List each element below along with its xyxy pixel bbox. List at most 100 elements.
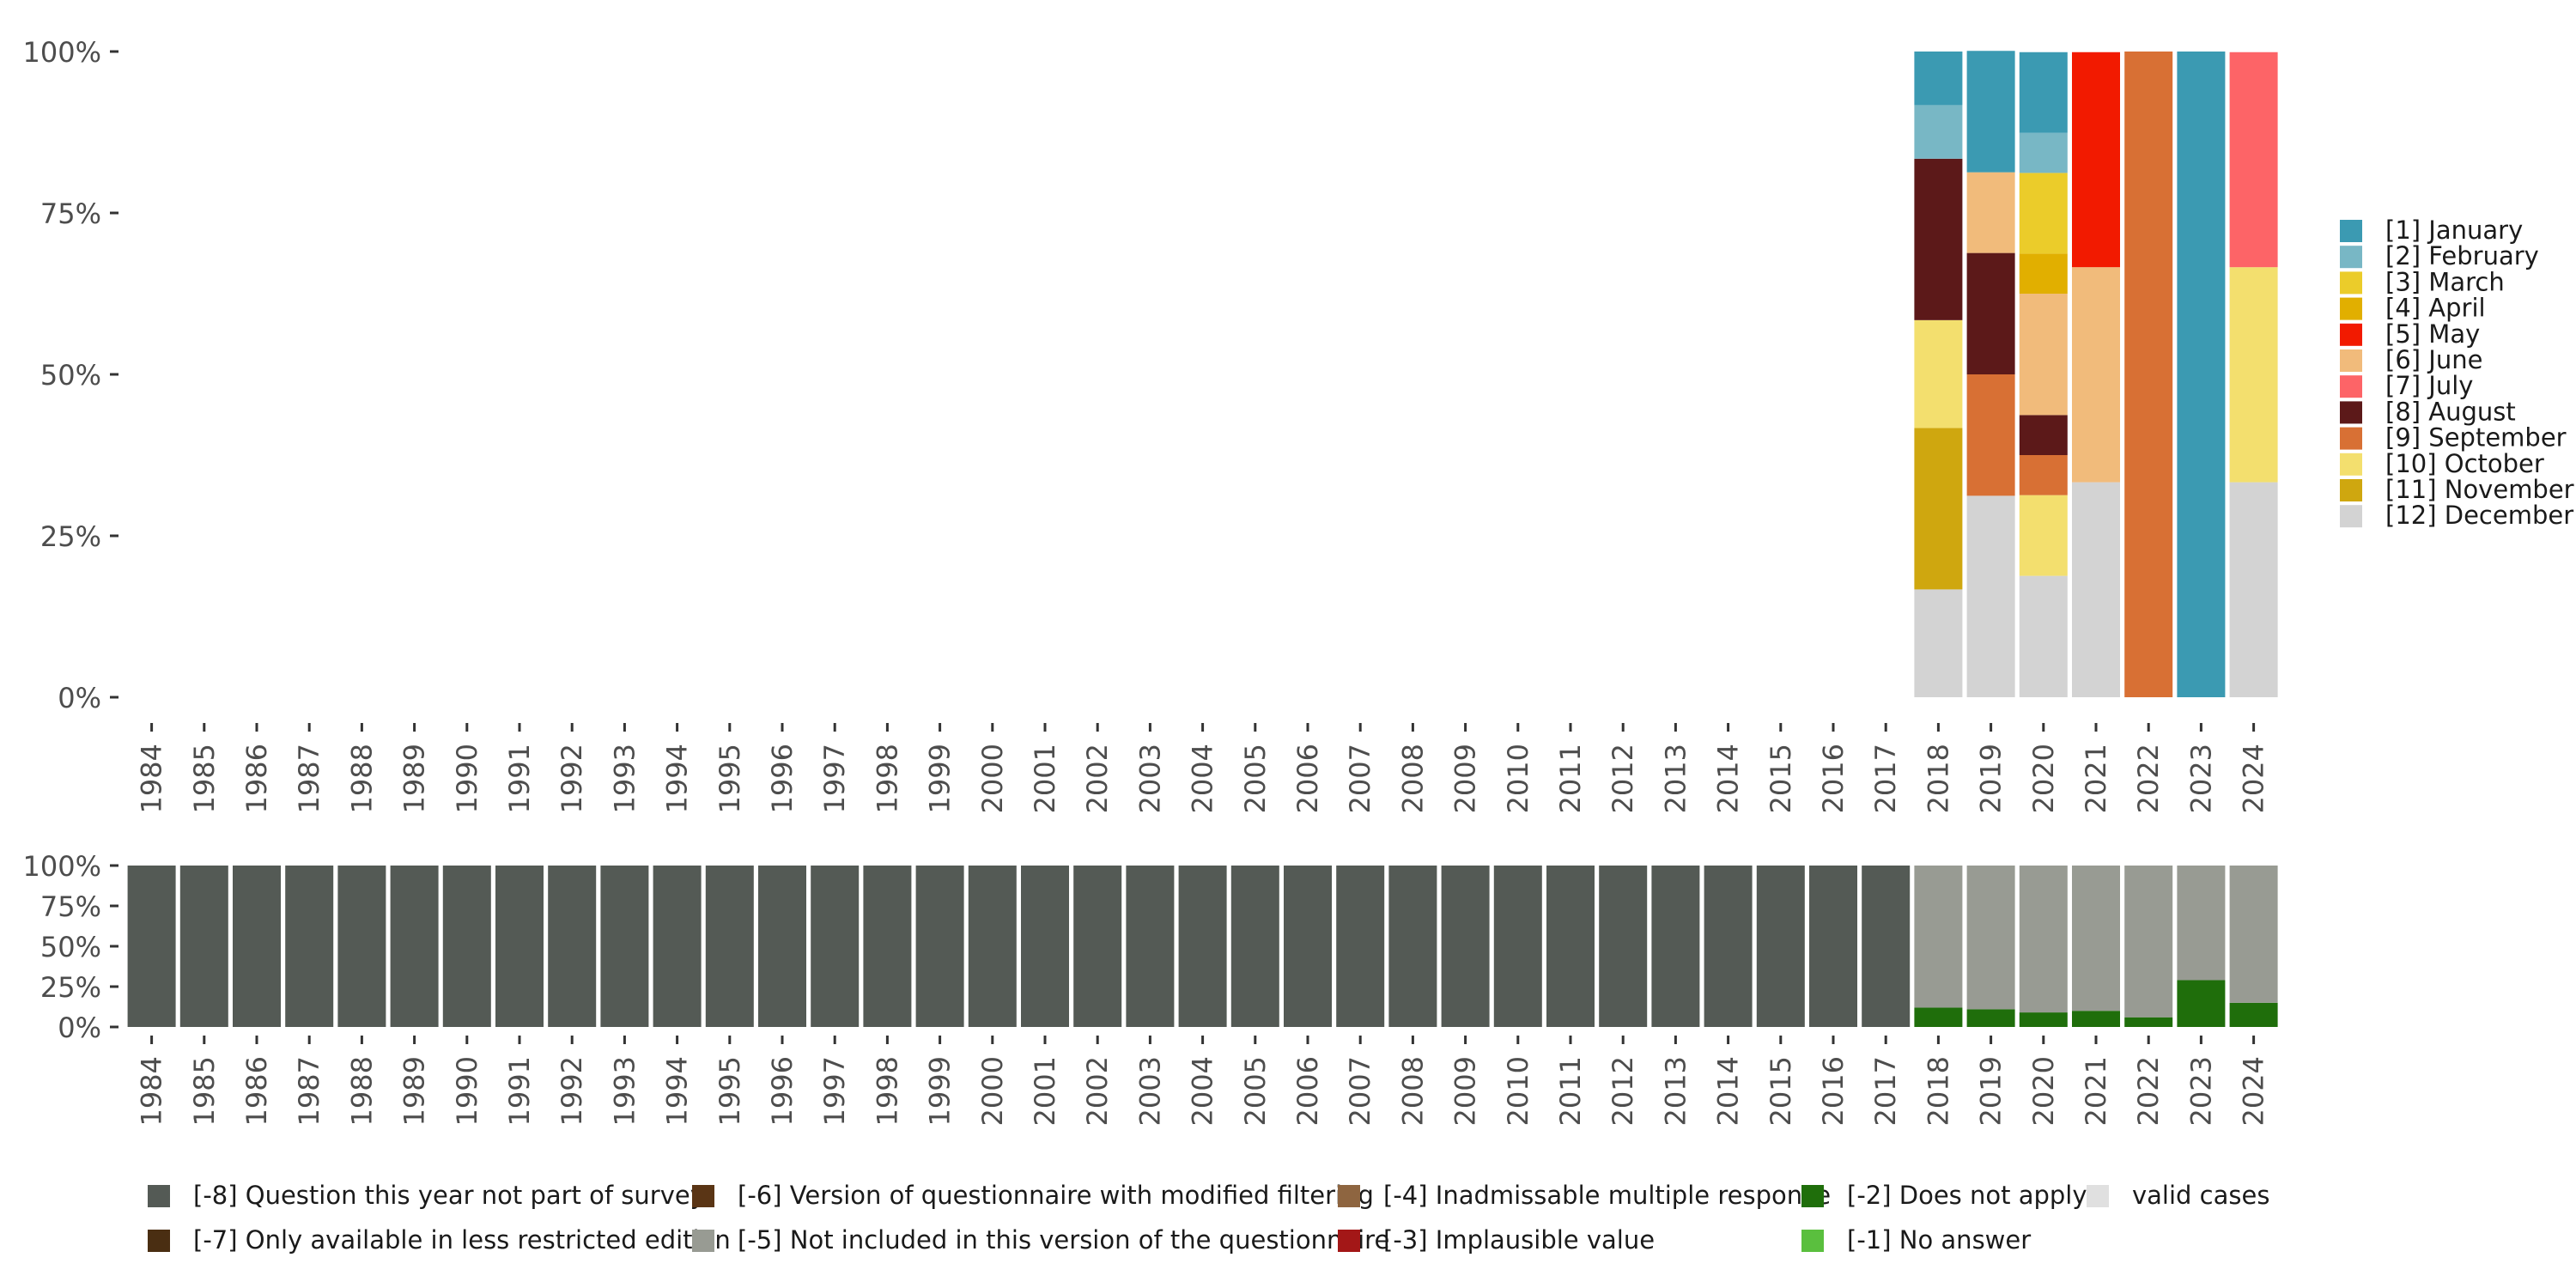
bar-segment-1985-8-question-this-year-not-part-of-survey bbox=[179, 866, 228, 1027]
bar-segment-2020-10-october bbox=[2019, 495, 2068, 576]
x-tick-label-2011: 2011 bbox=[1554, 744, 1587, 813]
bar-segment-2020-2-does-not-apply bbox=[2019, 1012, 2068, 1027]
x-tick-label-1988: 1988 bbox=[345, 1056, 378, 1126]
x-tick-label-1997: 1997 bbox=[818, 1056, 851, 1126]
x-tick-label-2000: 2000 bbox=[976, 744, 1009, 813]
legend-label-5-may: [5] May bbox=[2385, 319, 2480, 349]
x-tick-label-2008: 2008 bbox=[1396, 744, 1429, 813]
bar-segment-2022-9-september bbox=[2124, 52, 2173, 697]
missing-values-legend: [-8] Question this year not part of surv… bbox=[148, 1181, 2269, 1255]
bar-segment-2019-2-does-not-apply bbox=[1966, 1009, 2015, 1027]
bar-segment-2024-2-does-not-apply bbox=[2229, 1002, 2278, 1027]
bar-segment-2018-8-august bbox=[1914, 158, 1963, 320]
bar-segment-2016-8-question-this-year-not-part-of-survey bbox=[1809, 866, 1857, 1027]
x-tick-label-1998: 1998 bbox=[871, 1056, 903, 1126]
bar-segment-2013-8-question-this-year-not-part-of-survey bbox=[1651, 866, 1700, 1027]
bottom-bars bbox=[127, 866, 2278, 1027]
x-tick-label-2011: 2011 bbox=[1554, 1056, 1587, 1126]
bar-segment-2009-8-question-this-year-not-part-of-survey bbox=[1441, 866, 1490, 1027]
bar-segment-2018-12-december bbox=[1914, 589, 1963, 697]
x-tick-label-2015: 2015 bbox=[1765, 744, 1797, 813]
legend-swatch-1-no-answer bbox=[1801, 1230, 1824, 1252]
legend-swatch-3-implausible-value bbox=[1338, 1230, 1360, 1252]
bar-segment-2007-8-question-this-year-not-part-of-survey bbox=[1336, 866, 1385, 1027]
x-tick-label-2022: 2022 bbox=[2132, 1056, 2165, 1126]
bar-segment-1984-8-question-this-year-not-part-of-survey bbox=[127, 866, 176, 1027]
legend-label-6-june: [6] June bbox=[2385, 345, 2482, 374]
x-tick-label-1985: 1985 bbox=[188, 1056, 221, 1126]
x-tick-label-2007: 2007 bbox=[1344, 1056, 1376, 1126]
bottom-x-axis: 1984 1985 1986 1987 1988 1989 1990 1991 1992 1993… bbox=[136, 1036, 2270, 1126]
bar-segment-2021-12-december bbox=[2072, 482, 2120, 697]
y-tick-label: 25% bbox=[40, 520, 101, 553]
x-tick-label-2020: 2020 bbox=[2027, 744, 2060, 813]
y-tick-label: 0% bbox=[58, 1012, 101, 1044]
top-y-axis: 0% 25% 50% 75% 100% bbox=[23, 36, 118, 714]
x-tick-label-1987: 1987 bbox=[293, 744, 325, 813]
x-tick-label-1985: 1985 bbox=[188, 744, 221, 813]
x-tick-label-2002: 2002 bbox=[1081, 744, 1114, 813]
x-tick-label-2010: 2010 bbox=[1502, 744, 1534, 813]
bar-segment-2024-10-october bbox=[2229, 267, 2278, 483]
x-tick-label-1992: 1992 bbox=[556, 744, 588, 813]
legend-label-3-march: [3] March bbox=[2385, 267, 2505, 296]
bar-segment-1986-8-question-this-year-not-part-of-survey bbox=[233, 866, 281, 1027]
bottom-y-axis: 0% 25% 50% 75% 100% bbox=[23, 850, 118, 1044]
bar-segment-2004-8-question-this-year-not-part-of-survey bbox=[1178, 866, 1227, 1027]
x-tick-label-1986: 1986 bbox=[240, 744, 273, 813]
bar-segment-1989-8-question-this-year-not-part-of-survey bbox=[390, 866, 439, 1027]
bar-segment-2023-2-does-not-apply bbox=[2177, 980, 2226, 1027]
legend-swatch-5-not-included-in-this-version-of-the-questionnaire bbox=[692, 1230, 714, 1252]
x-tick-label-1989: 1989 bbox=[398, 744, 431, 813]
x-tick-label-2019: 2019 bbox=[1975, 1056, 2008, 1126]
bar-segment-2017-8-question-this-year-not-part-of-survey bbox=[1862, 866, 1911, 1027]
legend-label-9-september: [9] September bbox=[2385, 423, 2567, 453]
legend-swatch-2-does-not-apply bbox=[1801, 1185, 1824, 1207]
bar-segment-2019-1-january bbox=[1966, 51, 2015, 173]
bar-segment-2020-12-december bbox=[2019, 575, 2068, 697]
legend-label-1-no-answer: [-1] No answer bbox=[1847, 1225, 2031, 1255]
bar-segment-2019-9-september bbox=[1966, 374, 2015, 496]
bar-segment-2019-8-august bbox=[1966, 252, 2015, 374]
bar-segment-2005-8-question-this-year-not-part-of-survey bbox=[1230, 866, 1279, 1027]
bar-segment-1988-8-question-this-year-not-part-of-survey bbox=[337, 866, 386, 1027]
x-tick-label-2010: 2010 bbox=[1502, 1056, 1534, 1126]
y-tick-label: 50% bbox=[40, 359, 101, 392]
bar-segment-2020-9-september bbox=[2019, 455, 2068, 495]
bottom-panel: 0% 25% 50% 75% 100% 1984 1985 1986 1987 1988 1989… bbox=[23, 850, 2278, 1126]
legend-swatch-1-january bbox=[2340, 220, 2362, 242]
x-tick-label-2022: 2022 bbox=[2132, 744, 2165, 813]
x-tick-label-2009: 2009 bbox=[1449, 744, 1482, 813]
x-tick-label-2016: 2016 bbox=[1817, 1056, 1850, 1126]
x-tick-label-2023: 2023 bbox=[2184, 744, 2217, 813]
bar-segment-2018-10-october bbox=[1914, 319, 1963, 428]
legend-label-2-february: [2] February bbox=[2385, 241, 2539, 270]
legend-swatch-8-question-this-year-not-part-of-survey bbox=[148, 1185, 170, 1207]
x-tick-label-2015: 2015 bbox=[1765, 1056, 1797, 1126]
legend-swatch-6-version-of-questionnaire-with-modified-filtering bbox=[692, 1185, 714, 1207]
bar-segment-1995-8-question-this-year-not-part-of-survey bbox=[705, 866, 754, 1027]
bar-segment-2020-3-march bbox=[2019, 173, 2068, 254]
top-bars bbox=[1914, 51, 2278, 697]
x-tick-label-2016: 2016 bbox=[1817, 744, 1850, 813]
x-tick-label-1990: 1990 bbox=[451, 1056, 483, 1126]
y-tick-label: 75% bbox=[40, 890, 101, 923]
bar-segment-2021-6-june bbox=[2072, 267, 2120, 483]
x-tick-label-1999: 1999 bbox=[924, 1056, 957, 1126]
x-tick-label-2005: 2005 bbox=[1239, 744, 1272, 813]
x-tick-label-1991: 1991 bbox=[503, 744, 536, 813]
y-tick-label: 50% bbox=[40, 931, 101, 963]
y-tick-label: 100% bbox=[23, 850, 101, 883]
legend-swatch-7-only-available-in-less-restricted-edition bbox=[148, 1230, 170, 1252]
bar-segment-2021-5-not-included-in-this-version-of-the-questionnaire bbox=[2072, 866, 2120, 1012]
x-tick-label-1991: 1991 bbox=[503, 1056, 536, 1126]
bar-segment-1993-8-question-this-year-not-part-of-survey bbox=[600, 866, 649, 1027]
x-tick-label-2014: 2014 bbox=[1712, 1056, 1745, 1126]
y-tick-label: 0% bbox=[58, 682, 101, 714]
x-tick-label-2008: 2008 bbox=[1396, 1056, 1429, 1126]
x-tick-label-2021: 2021 bbox=[2080, 1056, 2112, 1126]
bar-segment-2022-2-does-not-apply bbox=[2124, 1017, 2173, 1027]
bar-segment-2021-5-may bbox=[2072, 52, 2120, 268]
x-tick-label-2017: 2017 bbox=[1869, 1056, 1902, 1126]
